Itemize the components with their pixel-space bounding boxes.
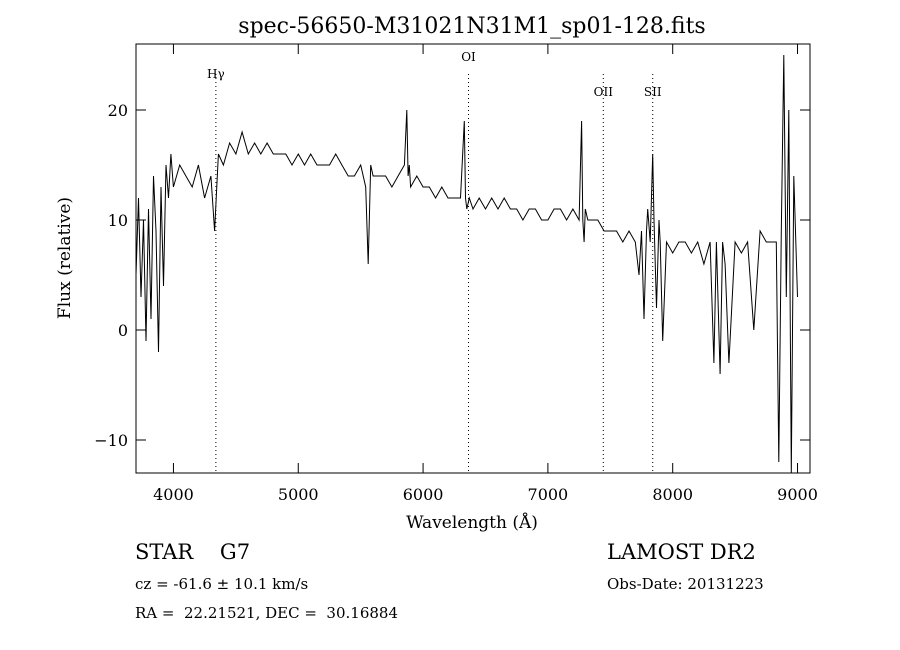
observation-date: Obs-Date: 20131223 bbox=[607, 575, 764, 593]
x-tick-label: 6000 bbox=[403, 485, 444, 504]
line-marker-label: Hγ bbox=[207, 67, 225, 81]
y-tick-label: 10 bbox=[108, 211, 128, 230]
x-tick-label: 8000 bbox=[652, 485, 693, 504]
x-tick-label: 4000 bbox=[153, 485, 194, 504]
y-axis-label: Flux (relative) bbox=[55, 197, 75, 319]
object-class: STAR G7 bbox=[135, 540, 251, 564]
x-tick-label: 9000 bbox=[777, 485, 818, 504]
x-axis-label: Wavelength (Å) bbox=[406, 512, 538, 533]
line-marker-label: OII bbox=[594, 85, 614, 99]
line-marker-label: SII bbox=[644, 85, 662, 99]
x-tick-label: 7000 bbox=[528, 485, 569, 504]
survey-name: LAMOST DR2 bbox=[607, 540, 756, 564]
ra-dec-coordinates: RA = 22.21521, DEC = 30.16884 bbox=[135, 604, 399, 622]
chart-title: spec-56650-M31021N31M1_sp01-128.fits bbox=[238, 14, 705, 39]
spectral-line-markers: Hγ OI OII SII bbox=[207, 50, 662, 473]
spectrum-line bbox=[135, 54, 798, 474]
y-tick-label: −10 bbox=[94, 431, 128, 450]
line-marker-label: OI bbox=[461, 50, 476, 64]
y-tick-label: 20 bbox=[108, 101, 128, 120]
redshift-cz: cz = -61.6 ± 10.1 km/s bbox=[135, 575, 309, 593]
y-tick-label: 0 bbox=[118, 321, 128, 340]
x-tick-label: 5000 bbox=[278, 485, 319, 504]
y-axis-ticks: −10 0 10 20 bbox=[94, 101, 810, 450]
plot-frame bbox=[135, 43, 811, 474]
x-axis-ticks: 4000 5000 6000 7000 8000 9000 bbox=[153, 44, 818, 504]
